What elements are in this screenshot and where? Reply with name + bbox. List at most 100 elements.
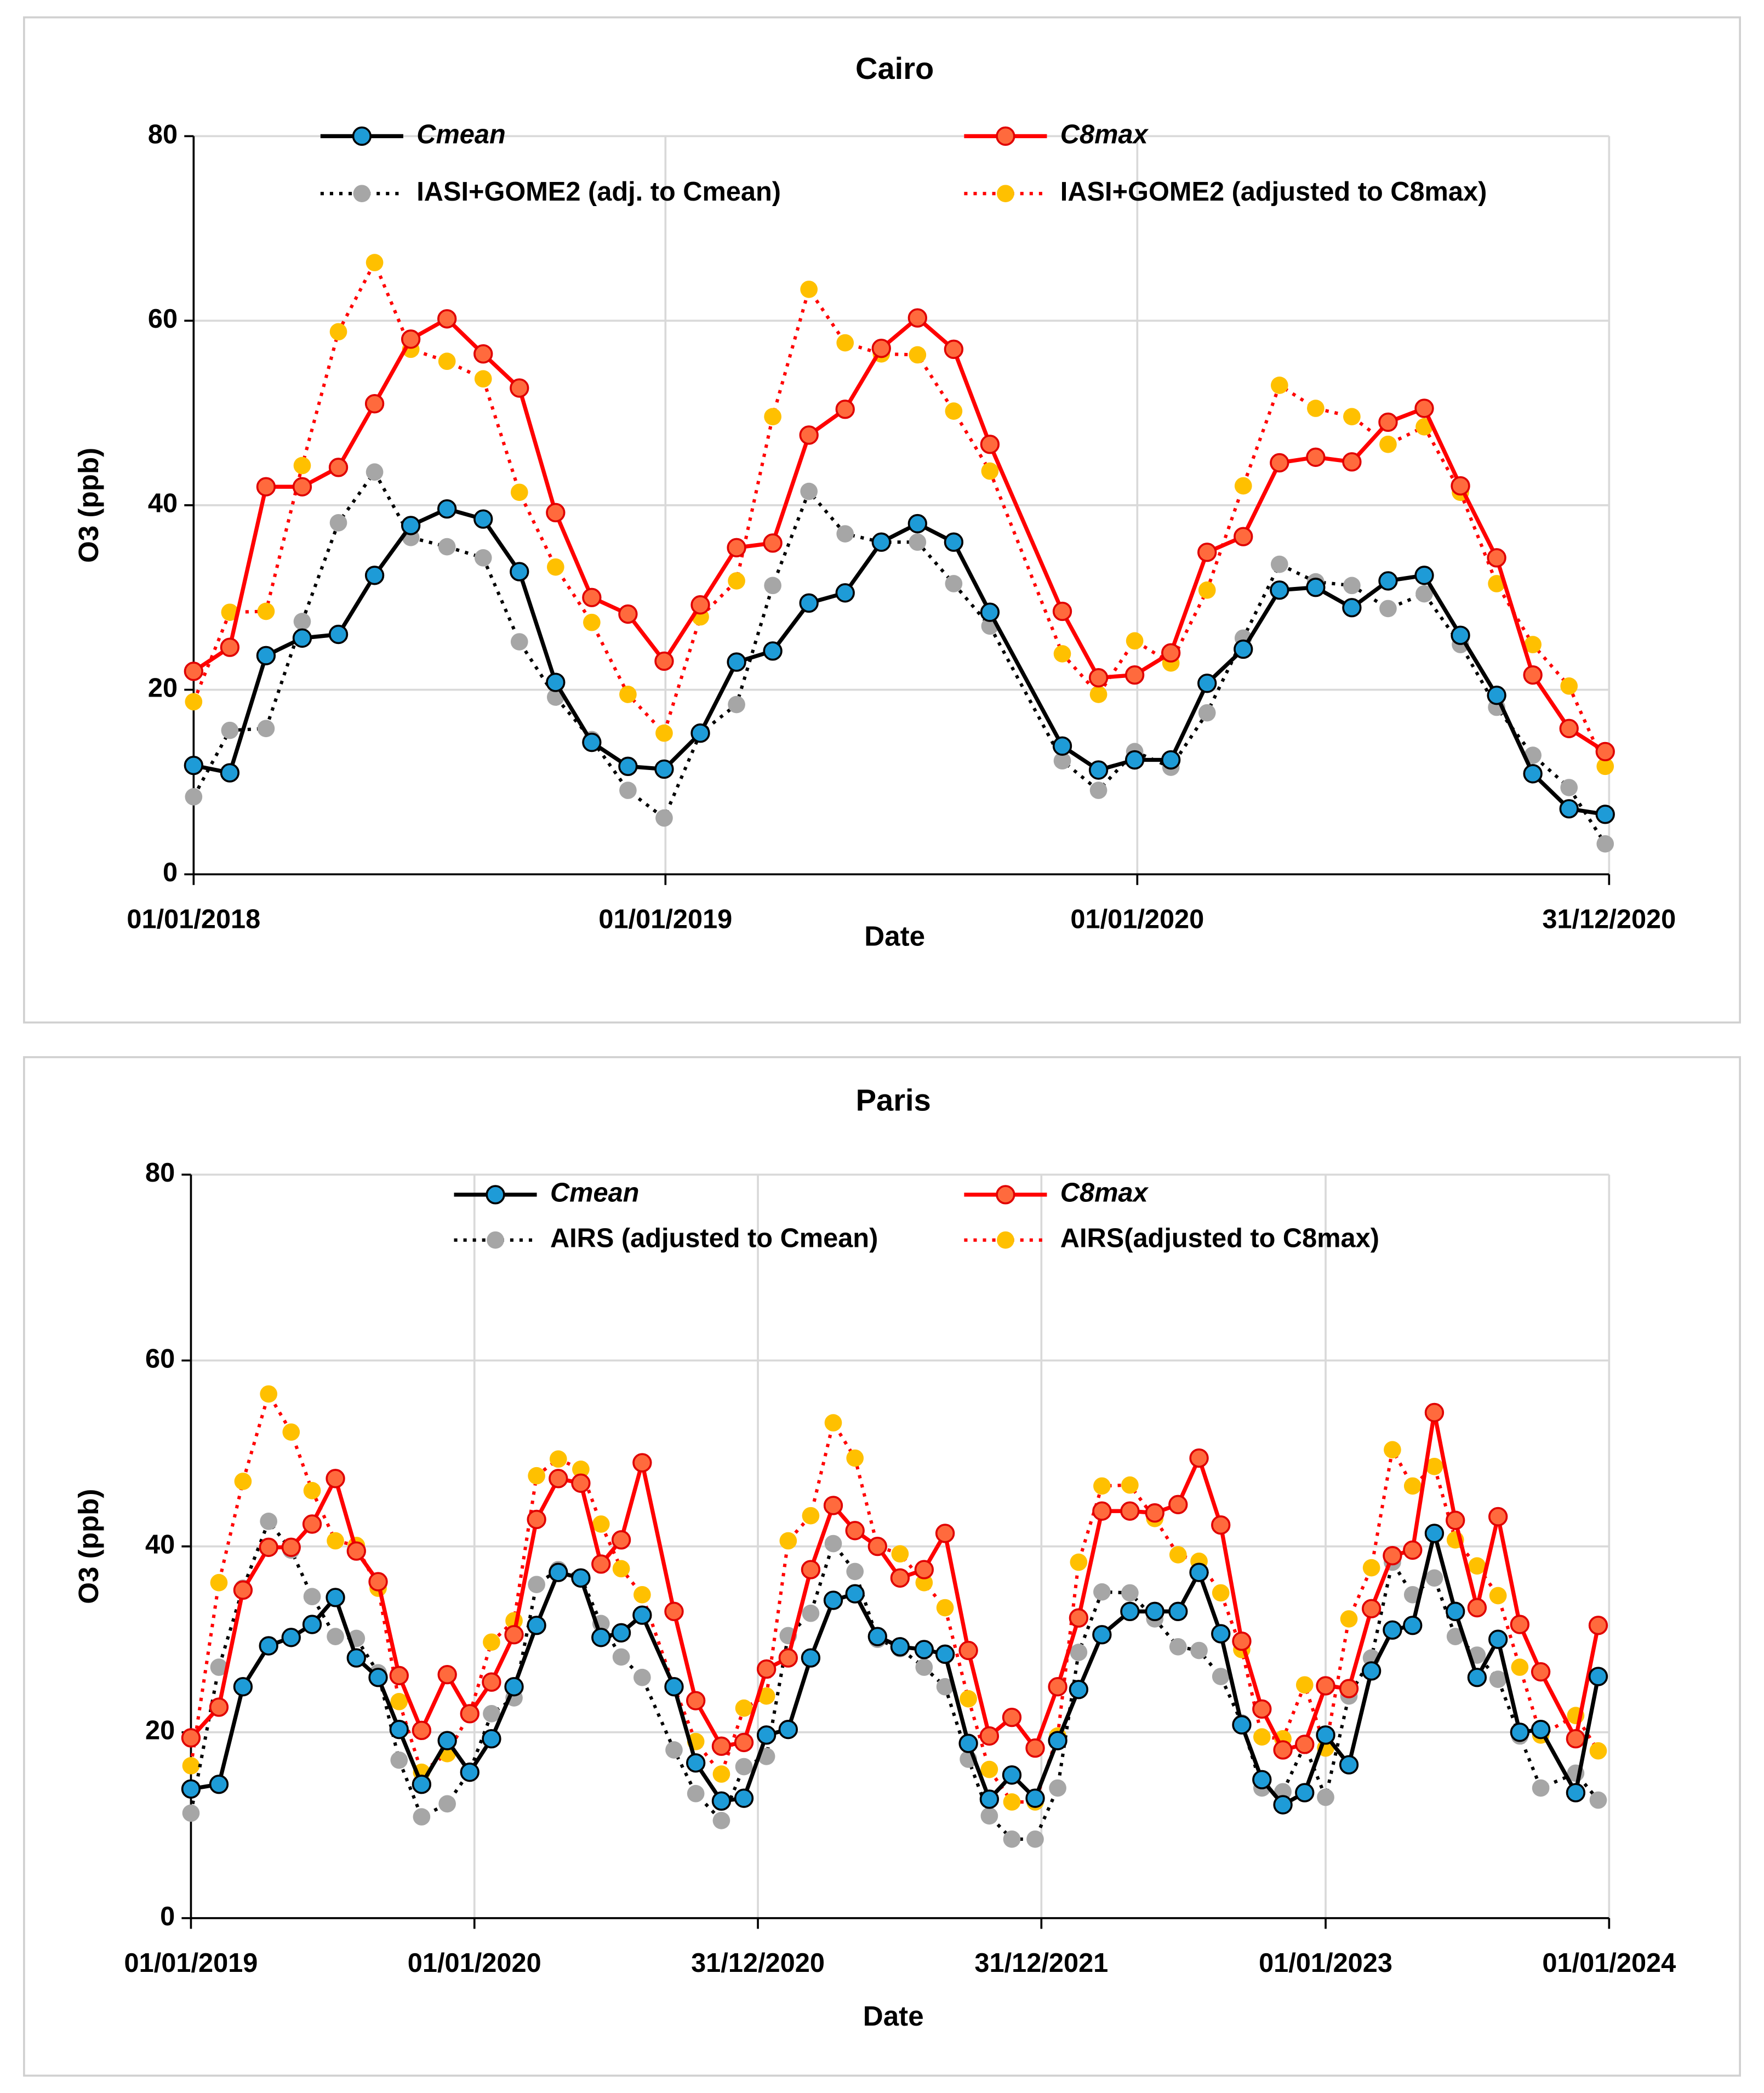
data-point (571, 1473, 591, 1493)
x-tick-label: 01/01/2020 (1070, 904, 1204, 934)
chart-title: Paris (856, 1083, 931, 1117)
data-point (1523, 665, 1543, 685)
data-point (504, 1677, 524, 1697)
data-point (260, 1385, 278, 1403)
data-point (460, 1763, 479, 1782)
data-point (221, 721, 239, 739)
data-point (259, 1537, 278, 1557)
data-point (1588, 1667, 1608, 1686)
data-point (259, 1636, 278, 1656)
data-point (591, 1554, 611, 1574)
data-point (633, 1668, 651, 1686)
data-point (549, 1469, 568, 1489)
data-point (1467, 1668, 1487, 1687)
data-point (1124, 665, 1145, 685)
data-point (1488, 1507, 1508, 1527)
data-point (756, 1659, 777, 1679)
legend-marker (487, 1231, 504, 1249)
data-point (914, 1640, 934, 1659)
data-point (1361, 1661, 1381, 1681)
data-point (1566, 1729, 1586, 1749)
data-point (1403, 1477, 1422, 1495)
data-point (1053, 752, 1071, 770)
data-point (655, 724, 673, 742)
data-point (618, 604, 638, 624)
data-point (980, 1760, 998, 1778)
x-tick-label: 01/01/2023 (1259, 1948, 1392, 1978)
data-point (282, 1423, 300, 1441)
data-point (611, 1623, 631, 1643)
data-point (801, 1560, 821, 1579)
data-point (1198, 704, 1216, 722)
x-tick-label: 31/12/2020 (691, 1948, 825, 1978)
data-point (1316, 1676, 1335, 1696)
data-point (1189, 1448, 1209, 1468)
y-tick-label: 60 (148, 304, 178, 334)
data-point (734, 1732, 754, 1753)
data-point (1002, 1707, 1022, 1727)
data-point (1252, 1770, 1272, 1789)
data-point (909, 346, 927, 364)
data-point (510, 378, 529, 398)
x-axis-label: Date (863, 2000, 924, 2032)
data-point (871, 338, 891, 358)
data-point (871, 532, 891, 552)
data-point (687, 1784, 705, 1803)
data-point (665, 1741, 683, 1759)
data-point (1424, 1524, 1445, 1543)
data-point (1169, 1638, 1187, 1656)
data-point (1190, 1641, 1208, 1659)
y-tick-label: 60 (145, 1344, 175, 1373)
data-point (1253, 1728, 1271, 1746)
data-point (1052, 736, 1072, 756)
data-point (1595, 805, 1615, 824)
data-point (1425, 1457, 1443, 1475)
data-point (1169, 1546, 1187, 1564)
data-point (632, 1605, 652, 1625)
data-point (1274, 1783, 1292, 1801)
data-point (802, 1604, 820, 1622)
data-point (413, 1808, 431, 1826)
data-point (799, 593, 819, 613)
data-point (960, 1690, 977, 1708)
data-point (1270, 555, 1288, 573)
data-point (1523, 764, 1543, 784)
data-point (1487, 548, 1506, 568)
data-point (1560, 677, 1578, 695)
data-point (1451, 476, 1470, 496)
data-point (1168, 1495, 1188, 1514)
data-point (836, 334, 854, 352)
legend-label: AIRS(adjusted to C8max) (1060, 1224, 1379, 1253)
chart-panel: Cairo Date O3 (ppb) 0 20 40 60 80 01/01/2018 01/0… (23, 16, 1741, 1024)
data-point (281, 1537, 301, 1557)
data-point (549, 1450, 567, 1468)
panel-frame (23, 1056, 1741, 2077)
legend-marker (996, 126, 1015, 146)
data-point (1307, 400, 1325, 417)
data-point (1414, 566, 1434, 585)
data-point (867, 1627, 887, 1646)
data-point (1403, 1616, 1423, 1635)
legend-label: C8max (1060, 119, 1149, 149)
data-point (221, 603, 239, 621)
data-point (734, 1788, 754, 1808)
data-point (1343, 577, 1361, 595)
data-point (1487, 686, 1506, 705)
data-point (980, 1807, 998, 1825)
data-point (1092, 1501, 1112, 1521)
data-point (1145, 1601, 1164, 1621)
data-point (1211, 1515, 1231, 1535)
data-point (591, 1628, 611, 1647)
data-point (293, 457, 311, 475)
legend-label: Cmean (550, 1178, 639, 1208)
data-point (1197, 674, 1217, 693)
data-point (1069, 1680, 1089, 1700)
data-point (257, 720, 275, 738)
data-point (764, 577, 781, 595)
data-point (328, 458, 349, 477)
data-point (1002, 1765, 1022, 1785)
data-point (571, 1568, 591, 1588)
x-tick-label: 01/01/2020 (408, 1948, 541, 1978)
data-point (460, 1704, 479, 1724)
data-point (510, 562, 529, 581)
